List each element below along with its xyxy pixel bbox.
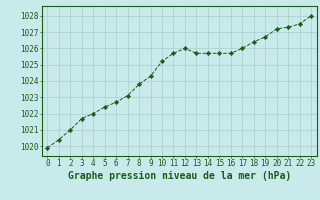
X-axis label: Graphe pression niveau de la mer (hPa): Graphe pression niveau de la mer (hPa) bbox=[68, 171, 291, 181]
